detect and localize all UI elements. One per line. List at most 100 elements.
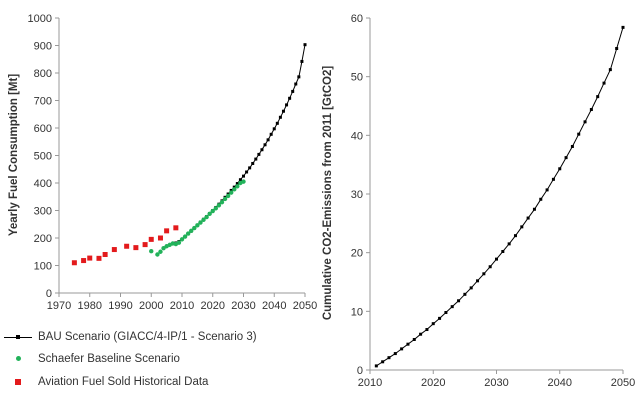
chart2-series0-point xyxy=(393,352,397,356)
legend-bau-label: BAU Scenario (GIACC/4-IP/1 - Scenario 3) xyxy=(38,331,257,343)
chart1-series0-point xyxy=(297,75,301,79)
chart1-series1-point xyxy=(216,203,222,208)
chart2-series0-point xyxy=(602,81,606,85)
chart1-x-tick-label: 2050 xyxy=(293,300,317,312)
chart2-series0-point xyxy=(387,356,391,360)
chart1-series0-point xyxy=(263,143,267,147)
chart2-series0-point xyxy=(425,328,429,332)
chart1-series0-line xyxy=(175,44,306,244)
chart1-series1-point xyxy=(155,252,160,257)
chart2-series0-point xyxy=(463,292,467,296)
chart2-series0-point xyxy=(539,197,543,201)
chart2-x-tick-label: 2020 xyxy=(421,377,445,389)
chart1-series1-point xyxy=(232,187,237,192)
chart1-y-tick-label: 1000 xyxy=(28,13,52,25)
chart1-series0-point xyxy=(275,121,279,125)
chart1-series2-point xyxy=(96,255,102,261)
chart2-series0-point xyxy=(615,47,619,51)
chart1-series1-point xyxy=(213,206,219,211)
chart2-series0-point xyxy=(545,188,549,192)
chart2-y-tick-label: 60 xyxy=(351,13,363,25)
chart2-y-tick-label: 50 xyxy=(351,72,363,84)
chart2-series0-point xyxy=(608,68,612,72)
chart1-y-tick-label: 400 xyxy=(34,178,52,190)
chart2-series0-point xyxy=(621,25,625,29)
chart1-series0-point xyxy=(303,43,307,47)
chart1-x-tick-label: 1980 xyxy=(78,300,102,312)
chart1-series2-point xyxy=(157,235,163,241)
chart1-x-tick-label: 1990 xyxy=(108,300,132,312)
chart1-series2-point xyxy=(133,245,139,251)
chart2-series0-point xyxy=(495,257,498,261)
chart1-series1-point xyxy=(192,225,197,231)
chart1-series2-point xyxy=(71,260,77,266)
chart1-series1-point xyxy=(182,234,188,239)
chart2-series0-line xyxy=(376,27,624,367)
chart1-ylabel-group: Yearly Fuel Consumption [Mt] xyxy=(8,74,20,236)
chart1-series0-point xyxy=(300,59,304,63)
chart1-y-tick-label: 800 xyxy=(34,68,52,80)
chart2-series0-point xyxy=(482,272,486,276)
chart2-series0-point xyxy=(419,332,423,336)
chart2-y-tick-label: 10 xyxy=(351,306,363,318)
chart1-series1-point xyxy=(179,237,185,242)
chart2-series0-point xyxy=(532,207,536,211)
chart2-series0-point xyxy=(520,225,524,229)
chart2-x-tick-label: 2030 xyxy=(484,377,508,389)
legend-item-bau: BAU Scenario (GIACC/4-IP/1 - Scenario 3) xyxy=(4,328,257,346)
chart2-y-axis-label: Cumulative CO2-Emissions from 2011 [GtCO… xyxy=(322,66,334,321)
chart2-series0-point xyxy=(526,216,530,220)
legend-schaefer-swatch xyxy=(4,353,32,365)
chart1-y-axis-label: Yearly Fuel Consumption [Mt] xyxy=(8,74,20,236)
chart2-series0-point xyxy=(431,322,435,326)
chart1-series0-point xyxy=(269,132,273,136)
chart1-x-tick-label: 2040 xyxy=(262,300,286,312)
chart2-series0-point xyxy=(551,177,555,181)
chart1-series1-point xyxy=(201,217,206,223)
chart1-series1-point xyxy=(204,214,209,220)
chart1-series1-point xyxy=(241,179,246,184)
chart1-series1-point xyxy=(225,193,231,199)
chart2-series0-point xyxy=(469,286,473,290)
chart2-series0-point xyxy=(412,337,416,341)
chart1-y-tick-label: 300 xyxy=(34,206,52,218)
chart1-series1-point xyxy=(149,249,154,254)
chart2-series0-point xyxy=(564,156,568,160)
chart1-series1-point xyxy=(229,190,234,195)
chart1-y-tick-label: 100 xyxy=(34,261,52,273)
chart2-x-tick-label: 2050 xyxy=(611,377,635,389)
chart1-y-tick-label: 0 xyxy=(46,288,52,300)
chart2-series0-point xyxy=(450,305,454,309)
chart1-series0-point xyxy=(294,82,298,86)
chart1-y-tick-label: 700 xyxy=(34,96,52,108)
chart2-series0-point xyxy=(438,316,442,320)
chart2-x-tick-label: 2010 xyxy=(358,377,382,389)
legend-historical-label: Aviation Fuel Sold Historical Data xyxy=(38,376,209,388)
chart1-x-tick-label: 2000 xyxy=(139,300,163,312)
chart2-y-tick-label: 20 xyxy=(351,248,363,260)
chart1-series2-point xyxy=(102,252,108,257)
chart2-series0-point xyxy=(583,120,587,124)
chart2-ylabel-group: Cumulative CO2-Emissions from 2011 [GtCO… xyxy=(322,66,334,321)
chart2-series0-point xyxy=(501,249,505,253)
chart2-series0-point xyxy=(507,242,511,246)
legend-historical-swatch xyxy=(4,376,32,388)
chart1-series2-point xyxy=(124,243,130,249)
chart1-y-tick-label: 200 xyxy=(34,233,52,245)
chart1-series0-point xyxy=(266,138,270,142)
chart1-series1-point xyxy=(185,231,191,236)
chart2-x-tick-label: 2040 xyxy=(548,377,572,389)
chart1-series0-point xyxy=(248,166,252,170)
chart2-series0-point xyxy=(476,279,480,283)
chart1-series1-point xyxy=(198,220,203,225)
chart2-y-tick-label: 40 xyxy=(351,130,363,142)
chart1-series0-point xyxy=(238,178,242,182)
legend-item-historical: Aviation Fuel Sold Historical Data xyxy=(4,373,208,391)
chart1-x-tick-label: 2020 xyxy=(201,300,225,312)
chart2-series0-point xyxy=(570,144,574,148)
chart1-series0-point xyxy=(254,157,258,161)
chart1-series0-point xyxy=(291,89,295,93)
